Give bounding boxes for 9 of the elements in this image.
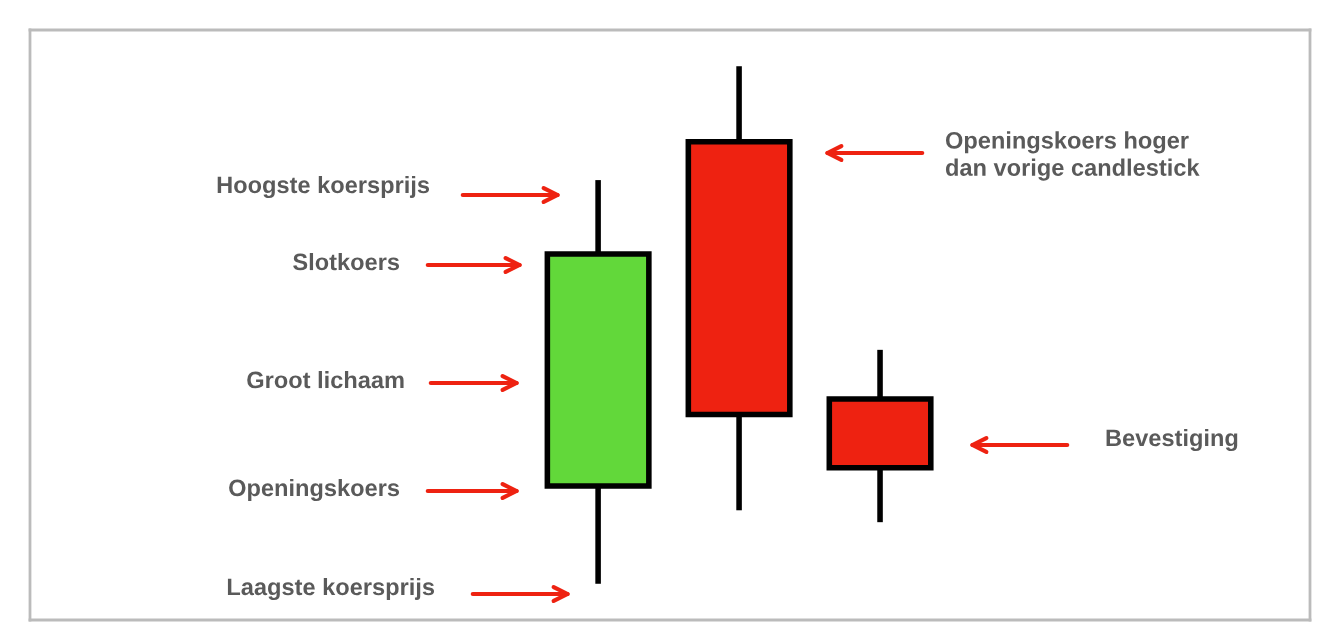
text: Openingskoers [229,478,400,502]
text: Groot lichaam [247,370,404,389]
text: Laagste koersprijs [227,577,435,601]
text: Bevestiging [1106,428,1238,452]
text: Hoogste koersprijs [217,175,430,199]
candlestick [685,66,793,511]
candlestick [826,349,934,523]
text: Slotkoers [293,252,400,271]
annotation: Openingskoers hoger dan vorige candlestick [945,131,1200,181]
